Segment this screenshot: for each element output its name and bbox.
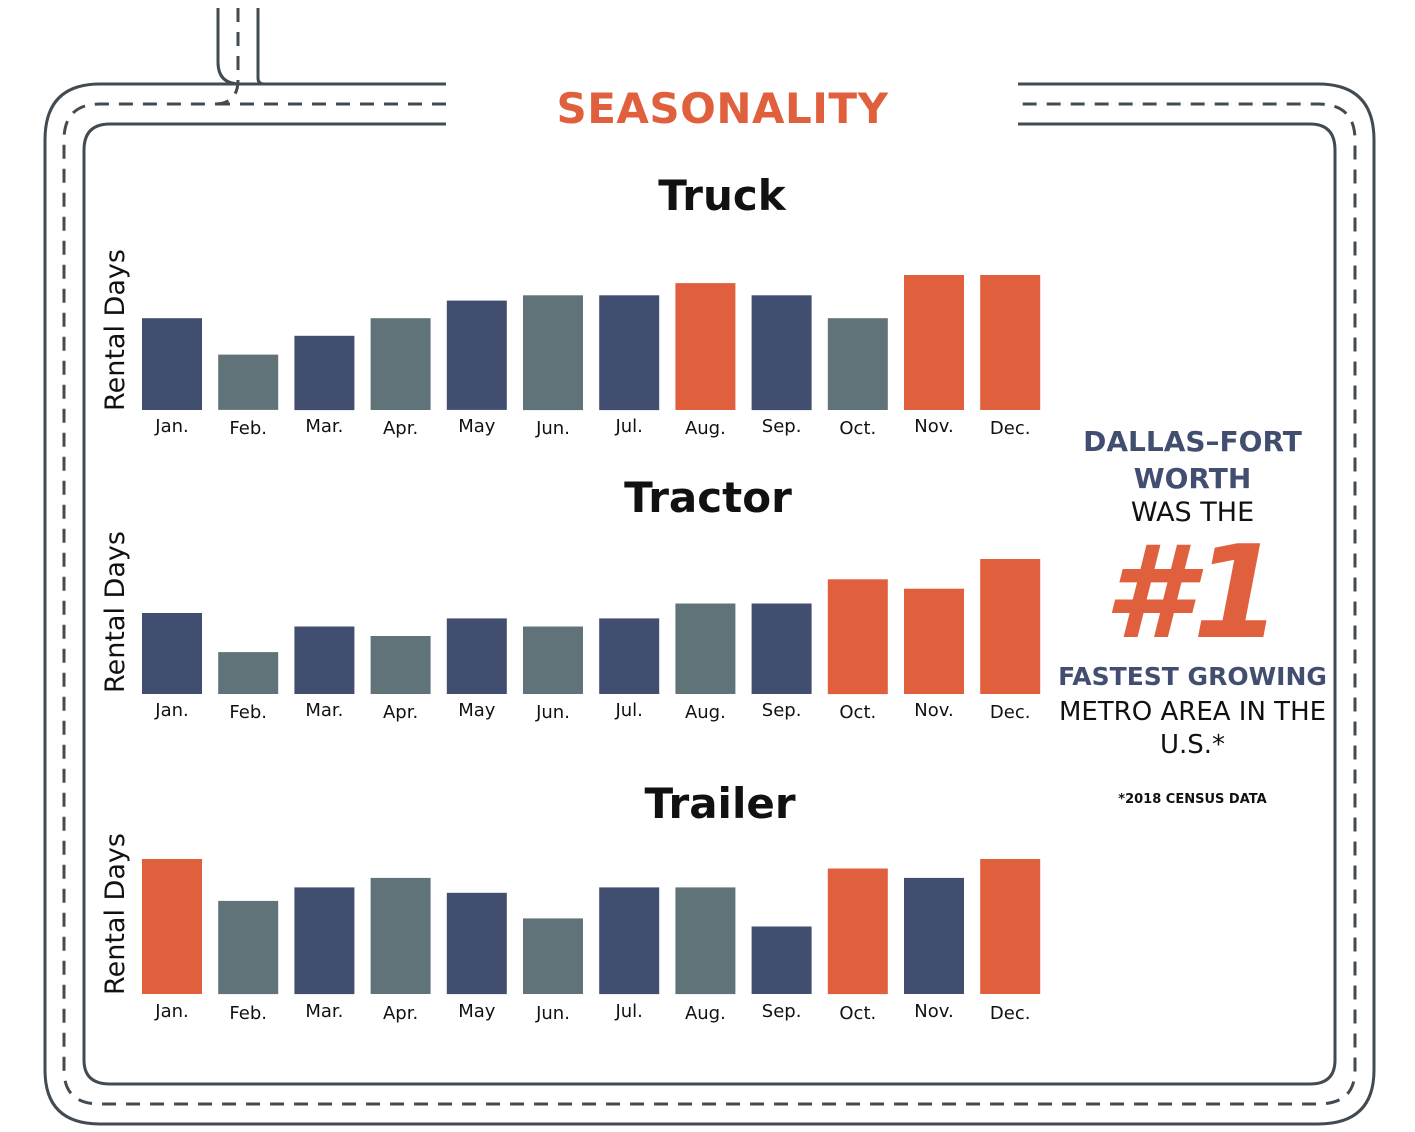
tick-label: May (458, 416, 496, 437)
bar-mar (294, 335, 355, 411)
tick-label: Mar. (305, 1001, 343, 1022)
tick-label: Aug. (685, 702, 726, 723)
bar-nov (904, 877, 964, 994)
bar-jun (523, 295, 583, 411)
bar-sep (751, 926, 812, 994)
bar-jan (142, 318, 202, 410)
tick-label: Nov. (914, 1001, 953, 1022)
tick-label: May (458, 700, 496, 721)
tick-label: Feb. (229, 702, 267, 723)
tick-label: Sep. (762, 700, 802, 721)
bar-jul (599, 887, 660, 995)
bar-nov (904, 275, 964, 410)
bar-apr (370, 877, 431, 994)
bar-feb (218, 900, 279, 995)
tick-label: Jan. (154, 416, 188, 437)
bar-sep (751, 603, 812, 694)
bar-mar (294, 887, 355, 995)
tick-label: Dec. (990, 1003, 1031, 1024)
callout-metro-area: METRO AREA IN THE U.S.* (1058, 697, 1327, 760)
tick-label: Aug. (685, 418, 726, 439)
tick-label: Jul. (614, 1001, 642, 1022)
bar-jul (599, 295, 660, 411)
tick-label: Jul. (614, 700, 642, 721)
callout-city: DALLAS–FORT WORTH (1083, 425, 1302, 495)
road-center-line (62, 8, 1357, 1106)
bar-jul (599, 618, 660, 694)
tick-label: Oct. (839, 702, 876, 723)
tick-label: Sep. (762, 416, 802, 437)
bar-jan (142, 859, 202, 994)
bar-oct (827, 318, 888, 410)
callout-footnote: *2018 CENSUS DATA (1118, 792, 1267, 807)
chart-title: Tractor (624, 473, 792, 522)
bar-feb (218, 652, 279, 694)
bar-dec (980, 559, 1041, 694)
bar-jan (142, 613, 202, 694)
tick-label: Jan. (154, 700, 188, 721)
tick-label: Jun. (535, 702, 570, 723)
tick-label: Oct. (839, 1003, 876, 1024)
tick-label: Apr. (383, 1003, 418, 1024)
callout-rank: #1 (1103, 519, 1282, 668)
road-inner-edge (82, 122, 1337, 1086)
tick-label: Mar. (305, 416, 343, 437)
chart-truck: Truck Rental Days Jan. Feb. Mar. Apr. May Jun. J… (100, 171, 1041, 439)
y-axis-label: Rental Days (100, 833, 131, 995)
bar-oct (827, 579, 888, 695)
tick-label: Sep. (762, 1001, 802, 1022)
bar-jun (523, 626, 583, 694)
y-axis-label: Rental Days (100, 531, 131, 693)
bar-aug (675, 603, 736, 694)
bar-sep (751, 295, 812, 411)
bar-may (446, 892, 507, 995)
bar-oct (827, 868, 888, 995)
callout-was-the: WAS THE (1130, 497, 1255, 528)
y-axis-label: Rental Days (100, 249, 131, 411)
page-title: SEASONALITY (556, 84, 889, 133)
tick-label: Jan. (154, 1001, 188, 1022)
tick-label: Dec. (990, 418, 1031, 439)
tick-label: Feb. (229, 1003, 267, 1024)
bar-jun (523, 918, 583, 994)
tick-label: Oct. (839, 418, 876, 439)
bar-may (446, 618, 507, 694)
bar-may (446, 300, 507, 410)
tick-label: Dec. (990, 702, 1031, 723)
bar-dec (980, 275, 1041, 410)
callout-fastest-growing: FASTEST GROWING (1058, 662, 1327, 691)
tick-label: Jun. (535, 418, 570, 439)
tick-label: Apr. (383, 702, 418, 723)
tick-label: Feb. (229, 418, 267, 439)
bar-aug (675, 283, 736, 410)
tick-label: Jul. (614, 416, 642, 437)
bar-feb (218, 354, 279, 410)
bar-apr (370, 636, 431, 694)
tick-label: Jun. (535, 1003, 570, 1024)
bar-mar (294, 626, 355, 694)
chart-tractor: Tractor Rental Days Jan. Feb. Mar. Apr. May Jun… (100, 473, 1041, 723)
bar-dec (980, 859, 1041, 994)
tick-label: May (458, 1001, 496, 1022)
tick-label: Apr. (383, 418, 418, 439)
chart-title: Truck (658, 171, 787, 220)
bar-aug (675, 887, 736, 995)
chart-title: Trailer (644, 779, 795, 828)
chart-trailer: Trailer Rental Days Jan. Feb. Mar. Apr. May Jun… (100, 779, 1041, 1024)
bar-apr (370, 318, 431, 410)
bar-nov (904, 588, 964, 694)
tick-label: Mar. (305, 700, 343, 721)
tick-label: Nov. (914, 416, 953, 437)
tick-label: Nov. (914, 700, 953, 721)
tick-label: Aug. (685, 1003, 726, 1024)
